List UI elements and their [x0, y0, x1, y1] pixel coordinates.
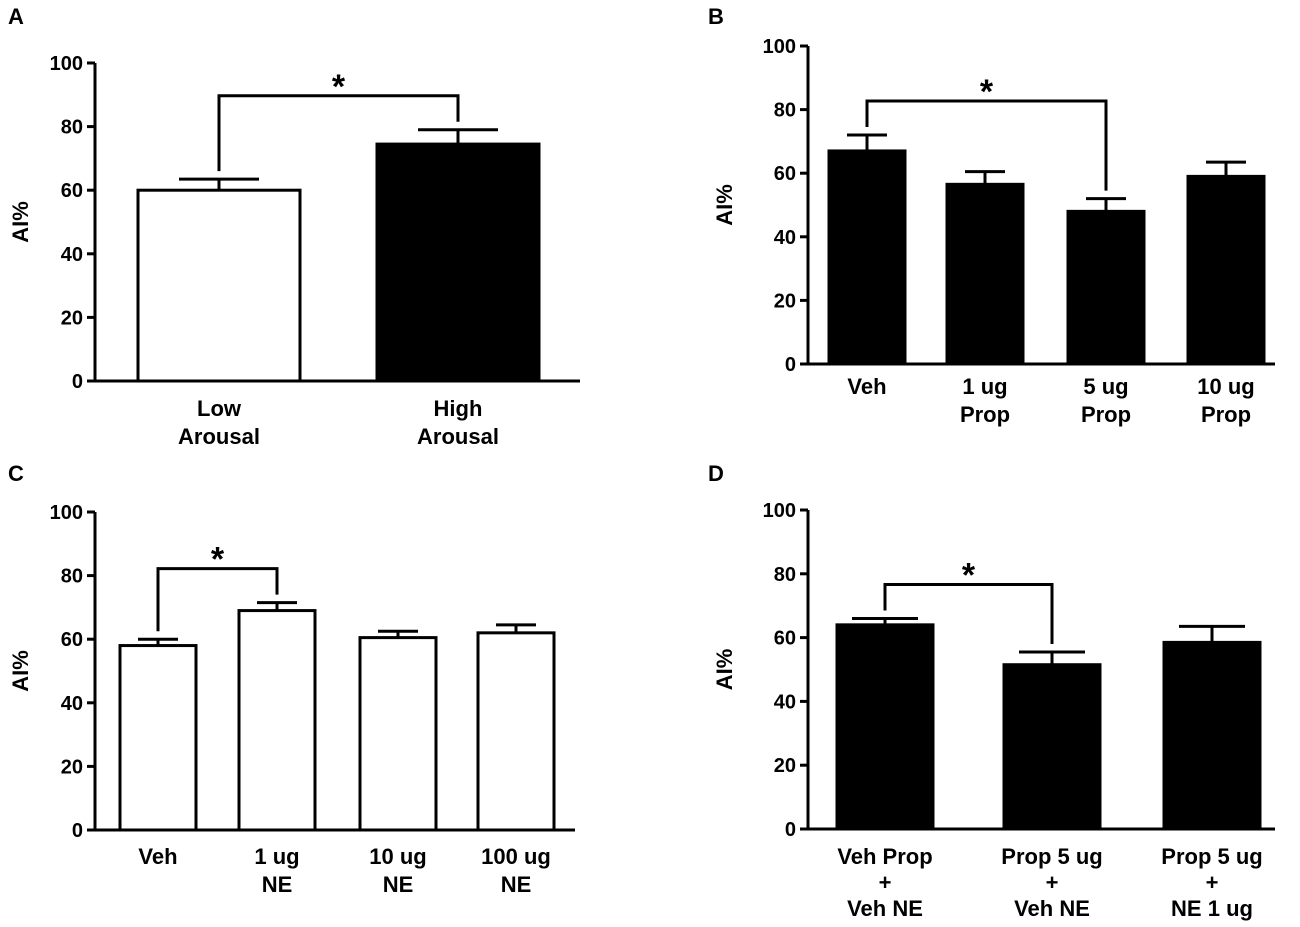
y-tick-label: 20 — [61, 307, 83, 329]
y-tick-label: 40 — [774, 691, 796, 713]
y-tick-label: 0 — [785, 354, 796, 376]
x-category-label: Prop 5 ug — [1001, 844, 1102, 869]
y-axis-label: AI% — [712, 649, 737, 691]
x-category-label: Arousal — [178, 424, 260, 449]
significance-star: * — [980, 73, 994, 111]
x-category-label: Prop — [960, 402, 1010, 427]
x-category-label: NE 1 ug — [1171, 896, 1253, 921]
y-tick-label: 20 — [774, 290, 796, 312]
panel-letter: D — [708, 461, 724, 486]
chart-panel-b: B AI% 0 20 40 60 80 100 Veh 1 ug Prop 5 ug Prop 10 ug… — [708, 4, 1275, 427]
significance-star: * — [211, 541, 225, 579]
y-tick-label: 80 — [61, 117, 83, 139]
y-tick-label: 60 — [774, 628, 796, 650]
significance-bracket — [865, 99, 1108, 191]
y-tick-label: 40 — [774, 227, 796, 249]
bar — [118, 644, 198, 832]
x-category-label: Veh — [847, 374, 886, 399]
significance-star: * — [962, 556, 976, 594]
x-category-label: 10 ug — [1197, 374, 1254, 399]
panel-letter: C — [8, 461, 24, 486]
bar — [1066, 209, 1146, 366]
y-tick-label: 80 — [61, 566, 83, 588]
x-category-label: + — [1206, 870, 1219, 895]
chart-panel-c: C AI% 0 20 40 60 80 100 Veh 1 ug NE 10 ug NE 100 ug NE… — [8, 461, 575, 897]
bar — [375, 142, 541, 383]
x-category-label: 5 ug — [1083, 374, 1128, 399]
x-category-label: Veh NE — [1014, 896, 1090, 921]
bar — [136, 188, 302, 383]
bar — [1186, 174, 1266, 366]
x-category-label: Low — [197, 396, 242, 421]
y-tick-label: 60 — [774, 163, 796, 185]
y-tick-label: 20 — [774, 755, 796, 777]
bar — [1002, 663, 1102, 831]
y-axis-label: AI% — [8, 201, 33, 243]
x-category-label: Veh Prop — [837, 844, 932, 869]
y-tick-label: 60 — [61, 180, 83, 202]
bar — [358, 636, 438, 832]
significance-bracket — [883, 582, 1054, 644]
x-category-label: NE — [501, 872, 532, 897]
y-tick-label: 0 — [785, 819, 796, 841]
x-category-label: Prop 5 ug — [1161, 844, 1262, 869]
x-category-label: Prop — [1201, 402, 1251, 427]
x-category-label: 1 ug — [962, 374, 1007, 399]
bar — [476, 631, 556, 832]
x-category-label: NE — [383, 872, 414, 897]
y-tick-label: 40 — [61, 693, 83, 715]
x-category-label: 1 ug — [254, 844, 299, 869]
y-tick-label: 0 — [72, 820, 83, 842]
y-tick-label: 60 — [61, 629, 83, 651]
significance-bracket — [156, 567, 279, 632]
bar — [237, 609, 317, 832]
y-tick-label: 100 — [763, 500, 796, 522]
bar — [827, 149, 907, 366]
y-tick-label: 80 — [774, 100, 796, 122]
significance-bracket — [217, 94, 460, 172]
panel-letter: A — [8, 4, 24, 29]
x-category-label: Arousal — [417, 424, 499, 449]
y-axis-label: AI% — [8, 650, 33, 692]
x-category-label: Prop — [1081, 402, 1131, 427]
chart-panel-a: A AI% 0 20 40 60 80 100 Low Arousal High Arousal * — [8, 4, 580, 449]
y-tick-label: 0 — [72, 371, 83, 393]
bar — [835, 623, 935, 831]
bar — [1162, 640, 1262, 831]
x-category-label: 10 ug — [369, 844, 426, 869]
x-category-label: Veh NE — [847, 896, 923, 921]
x-category-label: 100 ug — [481, 844, 551, 869]
y-tick-label: 80 — [774, 564, 796, 586]
x-category-label: NE — [262, 872, 293, 897]
x-category-label: High — [434, 396, 483, 421]
y-tick-label: 20 — [61, 756, 83, 778]
significance-star: * — [332, 68, 346, 106]
y-tick-label: 100 — [763, 36, 796, 58]
y-axis-label: AI% — [712, 184, 737, 226]
panel-letter: B — [708, 4, 724, 29]
y-tick-label: 100 — [50, 502, 83, 524]
y-tick-label: 40 — [61, 244, 83, 266]
x-category-label: + — [879, 870, 892, 895]
bar — [945, 182, 1025, 366]
x-category-label: + — [1046, 870, 1059, 895]
y-tick-label: 100 — [50, 53, 83, 75]
x-category-label: Veh — [138, 844, 177, 869]
